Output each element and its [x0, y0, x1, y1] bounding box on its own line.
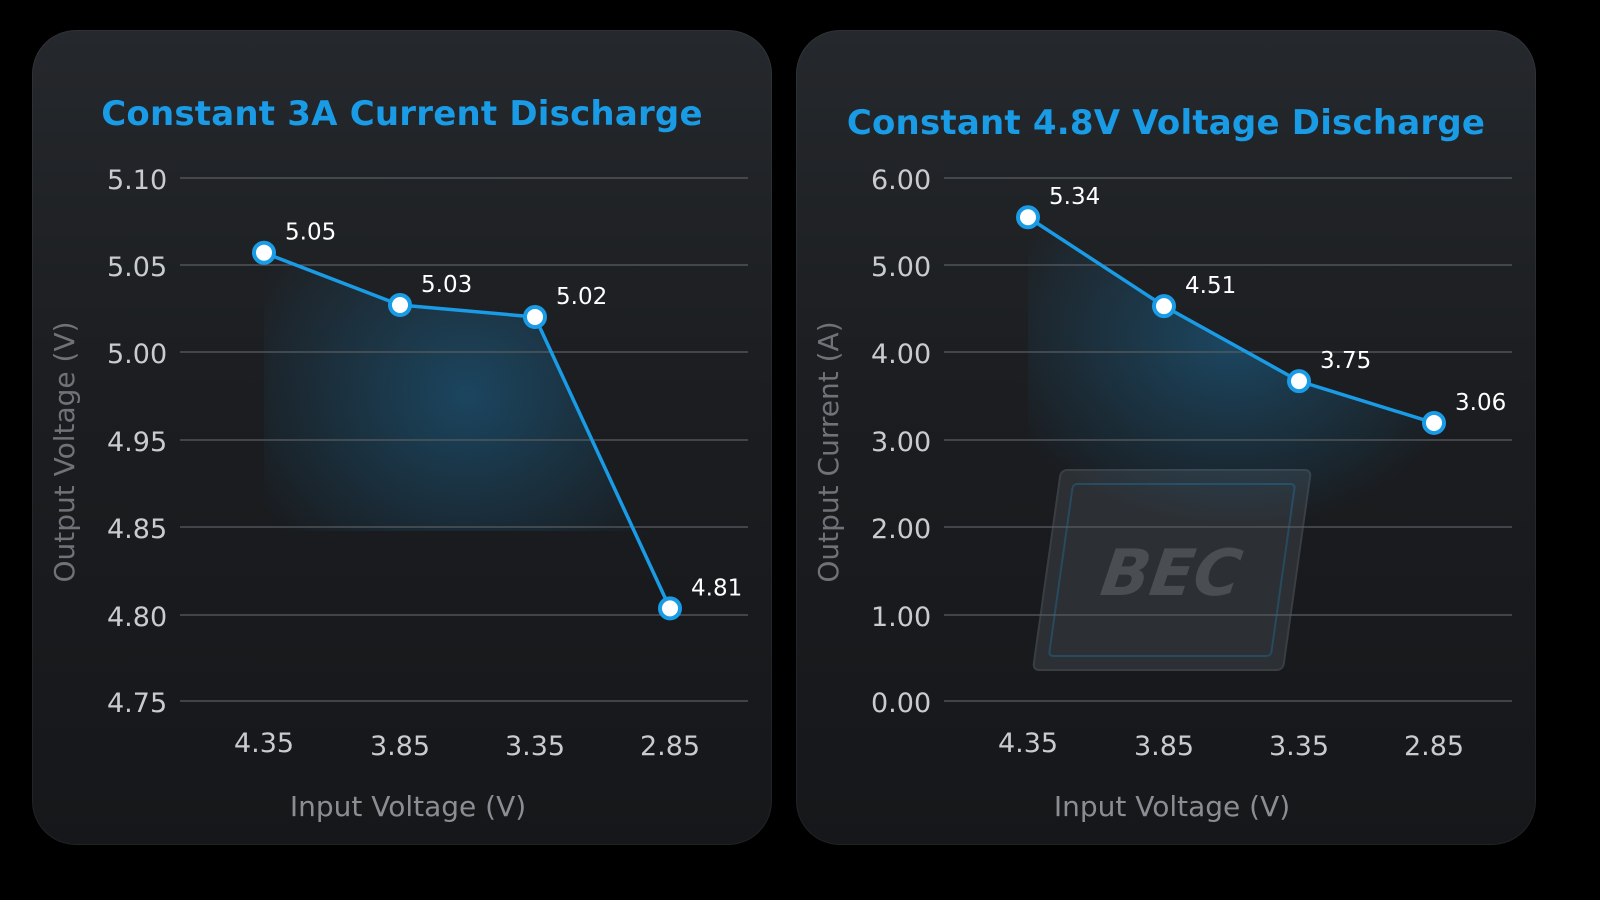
chart-left-title: Constant 3A Current Discharge [101, 94, 703, 134]
chart0-data-label: 5.05 [285, 220, 336, 246]
chart0-data-point [388, 293, 412, 318]
chart0-x-tick-label: 3.85 [370, 731, 430, 762]
chart0-y-tick-label: 5.05 [107, 252, 167, 283]
chart1-data-point [1422, 410, 1446, 435]
chart1-y-tick-label: 4.00 [871, 339, 931, 370]
chart0-data-label: 5.02 [556, 284, 607, 310]
chart1-y-tick-label: 6.00 [871, 165, 931, 196]
chart0-x-tick-label: 3.35 [505, 731, 565, 762]
chart0-y-tick-label: 5.10 [107, 165, 167, 196]
chart1-x-tick-label: 3.85 [1134, 731, 1194, 762]
chart1-x-tick-label: 4.35 [998, 728, 1058, 759]
chart0-y-tick-label: 5.00 [107, 339, 167, 370]
chart0-data-point [252, 240, 276, 265]
chart0-x-tick-label: 4.35 [234, 728, 294, 759]
chart0-y-tick-label: 4.75 [107, 688, 167, 719]
chart1-data-label: 4.51 [1185, 273, 1236, 299]
chart1-x-tick-label: 2.85 [1404, 731, 1464, 762]
chart-right-svg: BEC 6.00 5.00 4.00 3.00 2.00 1.00 0.00 4.35 3.85 3… [812, 165, 1512, 823]
chart1-data-point [1152, 294, 1176, 319]
chart-right-title: Constant 4.8V Voltage Discharge [846, 103, 1486, 143]
chart0-y-tick-label: 4.80 [107, 602, 167, 633]
chart0-x-tick-label: 2.85 [640, 731, 700, 762]
chart1-y-tick-label: 0.00 [871, 688, 931, 719]
chart0-x-axis-label: Input Voltage (V) [290, 790, 526, 823]
chart1-y-tick-label: 2.00 [871, 514, 931, 545]
chart0-data-label: 4.81 [691, 575, 742, 601]
chart0-data-point [658, 596, 682, 621]
chart1-x-tick-label: 3.35 [1269, 731, 1329, 762]
chart1-data-point [1287, 369, 1311, 394]
chart0-area-glow [264, 252, 670, 609]
chart0-y-tick-label: 4.85 [107, 514, 167, 545]
chart0-y-tick-label: 4.95 [107, 427, 167, 458]
chart0-data-label: 5.03 [421, 272, 472, 298]
chart0-data-point [523, 304, 547, 329]
chart1-data-label: 3.75 [1320, 348, 1371, 374]
chart1-data-label: 5.34 [1049, 184, 1100, 210]
chart0-y-axis-label: Output Voltage (V) [48, 321, 81, 582]
chart1-y-axis-label: Output Current (A) [812, 321, 845, 582]
chart1-y-tick-label: 1.00 [871, 602, 931, 633]
chart0-series-line [263, 251, 672, 610]
chart1-series-line [1027, 215, 1435, 425]
chart-panel-left: 5.10 5.05 5.00 4.95 4.85 4.80 4.75 4.35 3.85 3.35… [32, 30, 772, 845]
bec-watermark-text: BEC [1096, 536, 1246, 611]
chart1-area-glow [1028, 217, 1434, 531]
chart-left-svg: 5.10 5.05 5.00 4.95 4.85 4.80 4.75 4.35 3.85 3.35… [48, 165, 748, 823]
chart1-data-point [1016, 205, 1040, 230]
chart1-y-tick-label: 5.00 [871, 252, 931, 283]
chart1-x-axis-label: Input Voltage (V) [1054, 790, 1290, 823]
chart1-data-label: 3.06 [1455, 390, 1506, 416]
chart-panel-right: BEC 6.00 5.00 4.00 3.00 2.00 1.00 0.00 4.35 3.85 3… [796, 30, 1536, 845]
chart1-y-tick-label: 3.00 [871, 427, 931, 458]
